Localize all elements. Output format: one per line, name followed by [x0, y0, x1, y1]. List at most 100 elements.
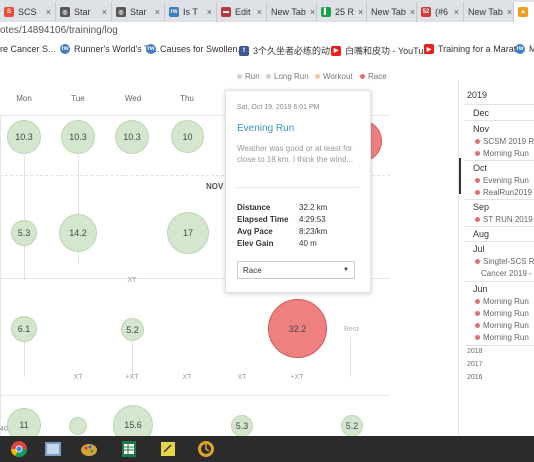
tab-title: New Tab	[271, 7, 306, 17]
tab-new-tab[interactable]: New Tab ×	[464, 2, 514, 22]
sidebar-activity[interactable]: Morning Run	[475, 309, 529, 318]
year-month-sidebar: 2019 Dec Nov SCSM 2019 RA Morning Run Oc…	[458, 80, 534, 436]
activity-bubble[interactable]: 6.1	[11, 316, 37, 342]
photos-icon[interactable]	[40, 438, 66, 460]
sidebar-activity[interactable]: SCSM 2019 RA	[475, 137, 534, 146]
activity-bubble[interactable]	[69, 417, 87, 435]
bookmark-label: 3个久坐者必练的动...	[253, 46, 338, 56]
bookmark-item[interactable]: f 3个久坐者必练的动...	[239, 44, 338, 57]
activity-bubble[interactable]: 10	[171, 120, 204, 153]
tab-scs[interactable]: S SCS ×	[0, 2, 56, 22]
selected-month-marker	[459, 158, 461, 194]
year-2017[interactable]: 2017	[467, 361, 483, 368]
month-jun[interactable]: Jun	[473, 284, 488, 294]
month-oct[interactable]: Oct	[473, 163, 488, 173]
app-icon[interactable]	[193, 438, 219, 460]
tab-strava-active[interactable]: ▲	[514, 2, 534, 22]
tab-title: Edit	[235, 7, 251, 17]
sidebar-activity[interactable]: RealRun2019	[475, 188, 532, 197]
cross-training-label: +XT	[125, 374, 139, 381]
month-jul[interactable]: Jul	[473, 244, 485, 254]
paint-icon[interactable]	[76, 438, 102, 460]
tab-new-tab[interactable]: New Tab ×	[267, 2, 317, 22]
divider	[465, 160, 534, 161]
race-dot-icon	[475, 178, 480, 183]
close-tab-icon[interactable]: ×	[506, 7, 513, 17]
close-tab-icon[interactable]: ×	[154, 7, 160, 17]
activity-bubble[interactable]: 5.3	[11, 220, 37, 246]
activity-bubble[interactable]: 5.2	[341, 415, 363, 436]
tab-new-tab[interactable]: New Tab ×	[367, 2, 417, 22]
tab-title: (#6	[435, 7, 449, 17]
sidebar-activity-cont[interactable]: Cancer 2019 -	[481, 269, 532, 278]
stat-label: Distance	[237, 202, 271, 212]
bookmark-item[interactable]: re Cancer S...	[0, 44, 56, 54]
sidebar-activity[interactable]: Morning Run	[475, 149, 529, 158]
bookmark-item[interactable]: rw M	[515, 44, 534, 54]
sticky-notes-icon[interactable]	[155, 438, 181, 460]
tab-is-t[interactable]: rw Is T ×	[165, 2, 217, 22]
close-tab-icon[interactable]: ×	[409, 7, 416, 17]
sidebar-activity[interactable]: ST RUN 2019 -	[475, 215, 534, 224]
close-tab-icon[interactable]: ×	[206, 7, 212, 17]
day-header-tue: Tue	[71, 94, 85, 103]
month-aug[interactable]: Aug	[473, 229, 490, 239]
activity-bubble[interactable]: 10.3	[61, 120, 95, 154]
stat-value: 40 m	[299, 238, 317, 248]
sidebar-activity[interactable]: Singtel-SCS R	[475, 257, 534, 266]
close-tab-icon[interactable]: ×	[358, 7, 364, 17]
tab-edit[interactable]: ▬ Edit ×	[217, 2, 267, 22]
activity-bubble[interactable]: 17	[167, 212, 209, 254]
race-bubble-selected[interactable]: 32.2	[268, 299, 327, 358]
sidebar-activity[interactable]: Morning Run	[475, 321, 529, 330]
bookmark-item[interactable]: ▶ Training for a Marat...	[424, 44, 524, 54]
legend-label: Workout	[323, 72, 353, 81]
activity-bubble[interactable]: 10.3	[7, 120, 41, 154]
row-edge-label: 40	[0, 426, 8, 433]
activity-stats: Distance 32.2 km Elapsed Time 4:29:53 Av…	[237, 201, 361, 249]
year-2018[interactable]: 2018	[467, 348, 483, 355]
cross-training-label: XT	[182, 374, 192, 381]
year-heading[interactable]: 2019	[467, 90, 488, 100]
address-bar[interactable]: otes/14894106/training/log	[0, 22, 534, 41]
tab-star-2[interactable]: ◎ Star ×	[112, 2, 165, 22]
month-sep[interactable]: Sep	[473, 202, 490, 212]
bookmark-item[interactable]: rw Runner's World's Tr...	[60, 44, 159, 54]
activity-label: Morning Run	[483, 297, 529, 306]
url-text[interactable]: otes/14894106/training/log	[0, 25, 118, 36]
bookmark-item[interactable]: rw Causes for Swollen...	[146, 44, 245, 54]
chrome-icon[interactable]	[6, 438, 32, 460]
activity-type-select[interactable]: Race ▼	[237, 261, 355, 279]
activity-bubble[interactable]: 15.6	[113, 405, 153, 436]
activity-label: SCSM 2019 RA	[483, 137, 534, 146]
activity-bubble[interactable]: 5.3	[231, 415, 253, 436]
tab-25-r[interactable]: ▌ 25 R ×	[317, 2, 367, 22]
activity-bubble[interactable]: 11	[7, 408, 41, 436]
sidebar-activity[interactable]: Morning Run	[475, 333, 529, 342]
close-tab-icon[interactable]: ×	[101, 7, 107, 17]
excel-icon[interactable]	[116, 438, 142, 460]
activity-bubble[interactable]: 10.3	[115, 120, 149, 154]
bookmark-label: re Cancer S...	[0, 44, 56, 54]
close-tab-icon[interactable]: ×	[256, 7, 262, 17]
activity-date: Sat, Oct 19, 2019 6:01 PM	[237, 104, 320, 111]
sidebar-activity[interactable]: Evening Run	[475, 176, 529, 185]
close-tab-icon[interactable]: ×	[45, 7, 51, 17]
close-tab-icon[interactable]: ×	[453, 7, 459, 17]
caret-down-icon: ▼	[343, 267, 349, 273]
tab-hashtag[interactable]: 52 (#6 ×	[417, 2, 464, 22]
stat-value: 32.2 km	[299, 202, 328, 212]
year-2016[interactable]: 2016	[467, 374, 483, 381]
bookmark-item[interactable]: ▶ 白嘴和皮功 - YouTu...	[331, 44, 431, 57]
month-nov[interactable]: Nov	[473, 124, 490, 134]
divider	[465, 241, 534, 242]
sidebar-activity[interactable]: Morning Run	[475, 297, 529, 306]
close-tab-icon[interactable]: ×	[309, 7, 316, 17]
month-dec[interactable]: Dec	[473, 108, 490, 118]
activity-label: Cancer 2019 -	[481, 269, 532, 278]
tab-star-1[interactable]: ◎ Star ×	[56, 2, 112, 22]
activity-title-link[interactable]: Evening Run	[237, 123, 295, 134]
stat-row: Distance 32.2 km	[237, 201, 361, 213]
activity-bubble[interactable]: 5.2	[121, 318, 144, 341]
activity-bubble[interactable]: 14.2	[59, 214, 97, 252]
